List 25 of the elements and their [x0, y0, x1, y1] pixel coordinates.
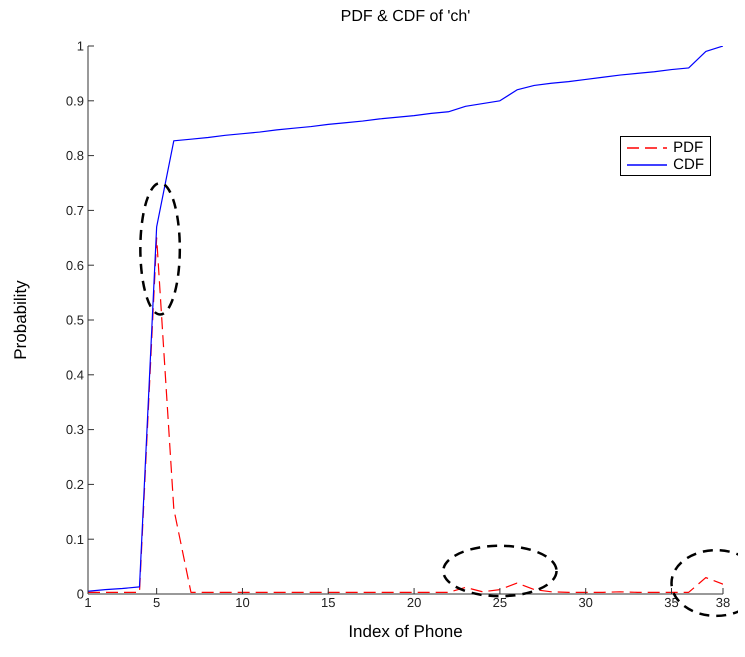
x-tick-label: 10 — [235, 595, 250, 610]
x-tick-label: 15 — [321, 595, 336, 610]
legend-label: CDF — [673, 156, 704, 173]
legend-label: PDF — [673, 139, 704, 156]
y-tick-label: 0 — [76, 586, 84, 602]
x-tick-label: 25 — [492, 595, 508, 610]
chart-title: PDF & CDF of 'ch' — [340, 8, 472, 27]
line-series — [88, 46, 723, 592]
y-tick-label: 0.3 — [66, 422, 84, 438]
y-tick-label: 0.6 — [66, 258, 84, 273]
y-tick-label: 0.7 — [66, 203, 84, 218]
x-axis-title: Index of Phone — [348, 622, 463, 641]
x-tick-label: 20 — [406, 595, 422, 610]
y-tick-label: 0.2 — [66, 477, 84, 492]
y-tick-label: 0.4 — [66, 367, 84, 382]
y-tick-label: 1 — [76, 38, 84, 54]
x-tick-label: 38 — [716, 595, 730, 610]
y-axis-title: Probability — [11, 280, 30, 360]
y-tick-label: 0.5 — [66, 312, 84, 328]
x-tick-label: 30 — [578, 595, 593, 610]
x-tick-label: 5 — [153, 595, 160, 610]
y-tick-label: 0.1 — [66, 532, 84, 547]
y-tick-label: 0.8 — [66, 148, 84, 164]
y-tick-label: 0.9 — [66, 93, 84, 108]
x-tick-label: 35 — [664, 595, 679, 610]
